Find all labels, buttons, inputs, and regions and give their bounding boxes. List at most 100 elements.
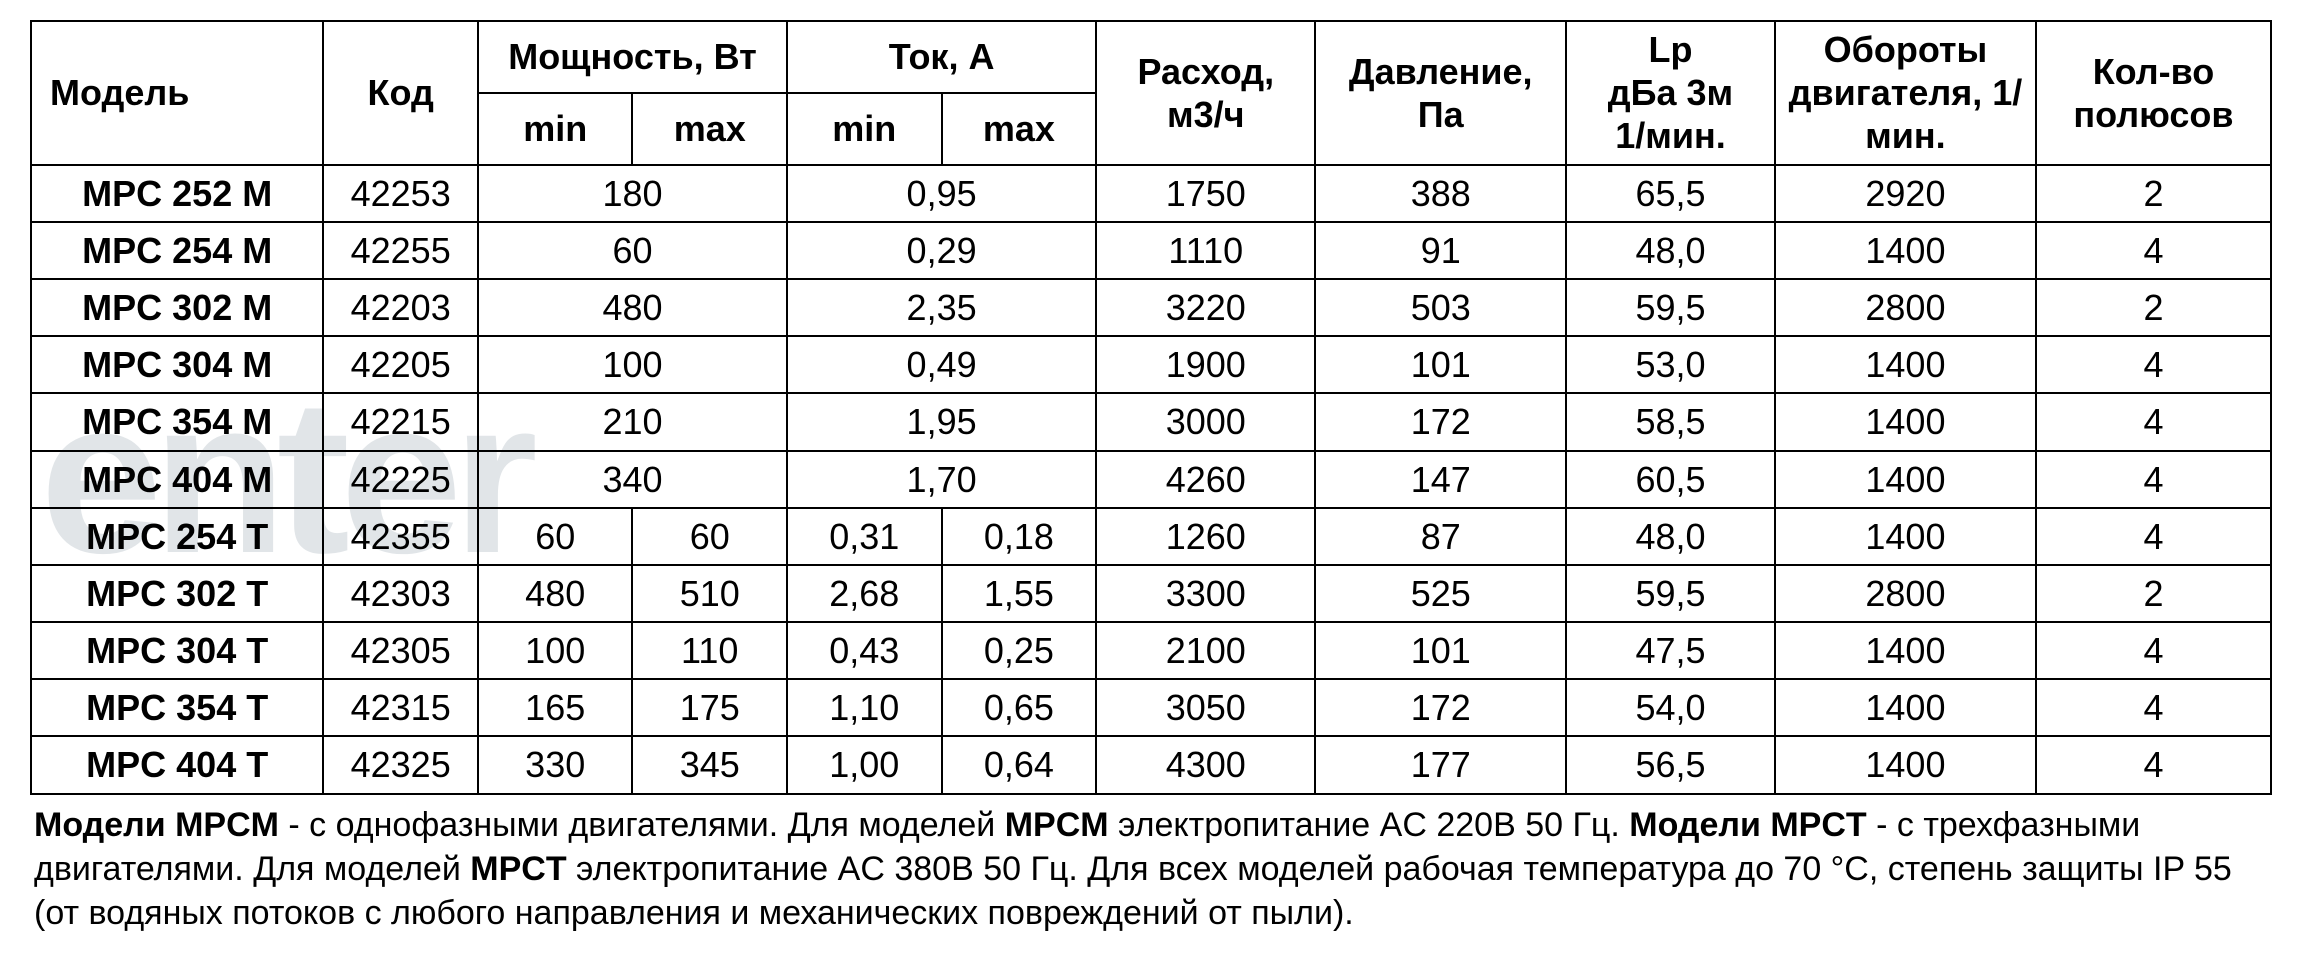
table-row: MPC 304 M422051000,49190010153,014004 <box>31 336 2271 393</box>
cell-press: 91 <box>1315 222 1566 279</box>
hdr-current-max: max <box>942 93 1097 165</box>
cell-press: 177 <box>1315 736 1566 793</box>
cell-flow: 1750 <box>1096 165 1315 222</box>
cell-lp: 59,5 <box>1566 279 1775 336</box>
cell-flow: 1900 <box>1096 336 1315 393</box>
cell-current-min: 0,43 <box>787 622 942 679</box>
cell-poles: 2 <box>2036 565 2271 622</box>
cell-model: MPC 354 T <box>31 679 323 736</box>
hdr-flow: Расход, м3/ч <box>1096 21 1315 165</box>
cell-press: 101 <box>1315 622 1566 679</box>
cell-power-max: 510 <box>632 565 787 622</box>
cell-press: 172 <box>1315 679 1566 736</box>
cell-lp: 58,5 <box>1566 393 1775 450</box>
cell-lp: 54,0 <box>1566 679 1775 736</box>
table-body: MPC 252 M422531800,95175038865,529202 MPC… <box>31 165 2271 794</box>
hdr-power-max: max <box>632 93 787 165</box>
cell-model: MPC 302 T <box>31 565 323 622</box>
cell-rpm: 2800 <box>1775 279 2036 336</box>
table-row: MPC 302 M422034802,35322050359,528002 <box>31 279 2271 336</box>
table-row: MPC 404 M422253401,70426014760,514004 <box>31 451 2271 508</box>
cell-flow: 3000 <box>1096 393 1315 450</box>
cell-model: MPC 302 M <box>31 279 323 336</box>
cell-current-merged: 0,29 <box>787 222 1096 279</box>
cell-code: 42303 <box>323 565 478 622</box>
hdr-model: Модель <box>31 21 323 165</box>
cell-current-min: 2,68 <box>787 565 942 622</box>
cell-press: 87 <box>1315 508 1566 565</box>
cell-code: 42203 <box>323 279 478 336</box>
cell-flow: 4300 <box>1096 736 1315 793</box>
cell-code: 42253 <box>323 165 478 222</box>
cell-current-max: 0,18 <box>942 508 1097 565</box>
footnote-text: Модели MPCM - с однофазными двигателями.… <box>30 795 2272 936</box>
cell-current-max: 0,25 <box>942 622 1097 679</box>
cell-model: MPC 404 T <box>31 736 323 793</box>
table-row: MPC 254 M42255600,2911109148,014004 <box>31 222 2271 279</box>
cell-lp: 60,5 <box>1566 451 1775 508</box>
cell-poles: 4 <box>2036 393 2271 450</box>
cell-poles: 4 <box>2036 222 2271 279</box>
table-row: MPC 252 M422531800,95175038865,529202 <box>31 165 2271 222</box>
cell-press: 503 <box>1315 279 1566 336</box>
cell-current-min: 1,10 <box>787 679 942 736</box>
cell-lp: 48,0 <box>1566 222 1775 279</box>
hdr-rpm: Обороты двигателя, 1/мин. <box>1775 21 2036 165</box>
cell-code: 42205 <box>323 336 478 393</box>
cell-model: MPC 354 M <box>31 393 323 450</box>
header-row-1: Модель Код Мощность, Вт Ток, А Расход, м… <box>31 21 2271 93</box>
cell-power-min: 165 <box>478 679 633 736</box>
cell-press: 147 <box>1315 451 1566 508</box>
hdr-lp: Lp дБа 3м 1/мин. <box>1566 21 1775 165</box>
cell-code: 42305 <box>323 622 478 679</box>
cell-flow: 3300 <box>1096 565 1315 622</box>
cell-code: 42215 <box>323 393 478 450</box>
cell-poles: 4 <box>2036 679 2271 736</box>
hdr-code: Код <box>323 21 478 165</box>
cell-power-merged: 60 <box>478 222 787 279</box>
cell-power-max: 60 <box>632 508 787 565</box>
cell-current-merged: 1,95 <box>787 393 1096 450</box>
cell-rpm: 2920 <box>1775 165 2036 222</box>
cell-power-merged: 340 <box>478 451 787 508</box>
table-row: MPC 354 M422152101,95300017258,514004 <box>31 393 2271 450</box>
cell-model: MPC 304 M <box>31 336 323 393</box>
footnote-span: электропитание AC 220В 50 Гц. <box>1109 806 1630 844</box>
cell-lp: 47,5 <box>1566 622 1775 679</box>
cell-flow: 4260 <box>1096 451 1315 508</box>
cell-poles: 2 <box>2036 165 2271 222</box>
cell-current-max: 0,65 <box>942 679 1097 736</box>
cell-lp: 59,5 <box>1566 565 1775 622</box>
cell-lp: 48,0 <box>1566 508 1775 565</box>
cell-rpm: 1400 <box>1775 336 2036 393</box>
footnote-bold-span: Модели MPCT <box>1629 806 1866 844</box>
cell-model: MPC 304 T <box>31 622 323 679</box>
cell-lp: 53,0 <box>1566 336 1775 393</box>
cell-power-max: 110 <box>632 622 787 679</box>
cell-model: MPC 254 T <box>31 508 323 565</box>
cell-power-max: 175 <box>632 679 787 736</box>
cell-rpm: 2800 <box>1775 565 2036 622</box>
table-row: MPC 304 T423051001100,430,25210010147,51… <box>31 622 2271 679</box>
hdr-lp-line2: дБа 3м <box>1608 72 1733 113</box>
cell-rpm: 1400 <box>1775 622 2036 679</box>
cell-flow: 2100 <box>1096 622 1315 679</box>
cell-current-max: 0,64 <box>942 736 1097 793</box>
table-row: MPC 354 T423151651751,100,65305017254,01… <box>31 679 2271 736</box>
cell-code: 42355 <box>323 508 478 565</box>
cell-lp: 56,5 <box>1566 736 1775 793</box>
footnote-bold-span: MPCM <box>1005 806 1109 844</box>
cell-current-merged: 2,35 <box>787 279 1096 336</box>
cell-poles: 4 <box>2036 451 2271 508</box>
cell-rpm: 1400 <box>1775 679 2036 736</box>
cell-poles: 4 <box>2036 622 2271 679</box>
table-row: MPC 254 T4235560600,310,1812608748,01400… <box>31 508 2271 565</box>
cell-power-merged: 100 <box>478 336 787 393</box>
hdr-power-group: Мощность, Вт <box>478 21 787 93</box>
cell-press: 101 <box>1315 336 1566 393</box>
cell-flow: 1260 <box>1096 508 1315 565</box>
cell-current-merged: 1,70 <box>787 451 1096 508</box>
cell-current-min: 1,00 <box>787 736 942 793</box>
hdr-current-min: min <box>787 93 942 165</box>
footnote-bold-span: MPCT <box>470 850 566 888</box>
